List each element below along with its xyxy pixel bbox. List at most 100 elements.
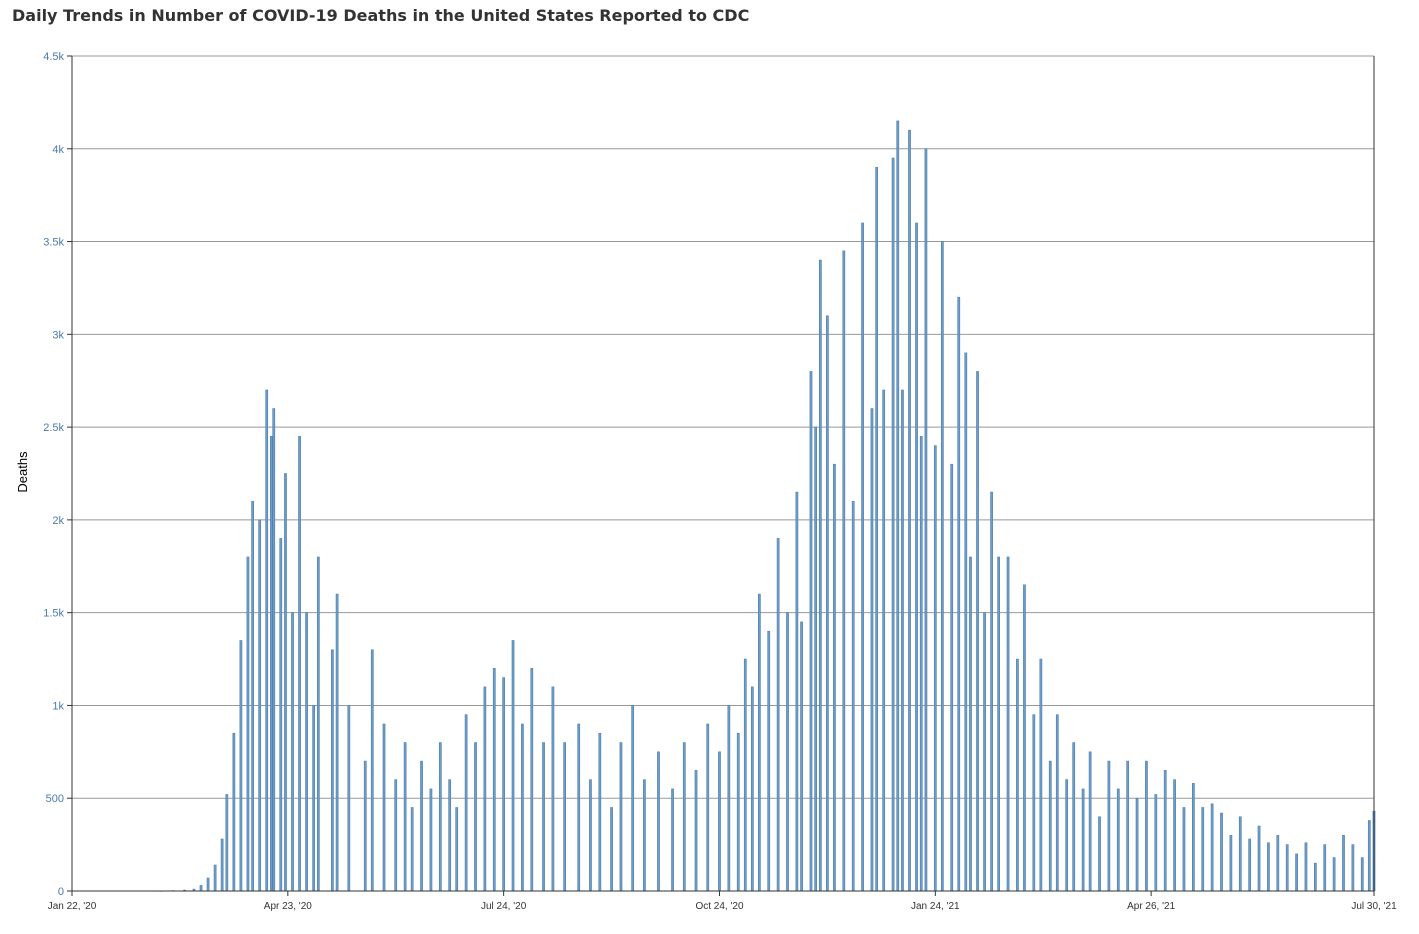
bar — [743, 658, 747, 892]
bar — [619, 742, 623, 892]
bar — [335, 593, 339, 892]
bar — [455, 807, 459, 892]
bar — [631, 705, 635, 892]
bar — [272, 408, 276, 892]
bar — [1257, 825, 1261, 892]
bar — [1048, 760, 1052, 892]
bar — [1145, 760, 1148, 892]
bar — [1006, 556, 1010, 892]
bar — [882, 389, 886, 892]
bar — [842, 250, 846, 892]
bar — [577, 723, 581, 892]
bar — [1126, 760, 1130, 892]
bar — [1135, 797, 1139, 892]
bar — [657, 751, 660, 892]
grid-lines — [72, 55, 1374, 799]
bar — [1360, 857, 1364, 892]
bar — [814, 426, 818, 892]
bar — [1065, 779, 1069, 892]
bars — [159, 120, 1376, 892]
bar — [776, 538, 780, 892]
bar — [1276, 835, 1280, 892]
x-tick-label: Jan 22, '20 — [48, 901, 97, 912]
bar — [420, 760, 423, 892]
bar — [382, 723, 386, 892]
bar — [643, 779, 646, 892]
y-axis-label: Deaths — [15, 451, 30, 493]
bar — [511, 640, 515, 892]
y-tick-label: 500 — [46, 793, 64, 805]
y-tick-label: 4.5k — [43, 51, 64, 63]
bar — [1023, 584, 1026, 892]
bar — [833, 463, 836, 892]
bar — [826, 315, 829, 892]
bar — [1116, 788, 1120, 892]
bar — [225, 794, 229, 892]
bar — [258, 519, 262, 892]
bar — [1267, 842, 1270, 892]
bar — [1154, 794, 1158, 892]
bar — [1081, 788, 1085, 892]
bar — [976, 371, 979, 892]
bar — [1332, 857, 1336, 892]
bar — [1248, 838, 1252, 892]
bar — [957, 296, 961, 892]
bar — [1032, 714, 1036, 892]
bar — [1173, 779, 1176, 892]
bar — [331, 649, 334, 892]
x-tick-label: Apr 26, '21 — [1127, 901, 1175, 912]
y-tick-label: 2k — [52, 515, 64, 527]
bar — [950, 463, 954, 892]
bar — [1201, 807, 1205, 892]
bar — [316, 556, 320, 892]
bar — [1304, 842, 1308, 892]
bar — [718, 751, 721, 892]
bar — [671, 788, 674, 892]
bar — [1351, 844, 1355, 892]
bar — [809, 371, 813, 892]
bar — [598, 732, 602, 892]
bar — [1220, 812, 1223, 892]
bar — [279, 538, 283, 892]
bar — [1229, 835, 1233, 892]
bar — [750, 686, 754, 892]
x-tick-label: Oct 24, '20 — [695, 901, 743, 912]
bar — [530, 668, 534, 892]
bar — [502, 677, 506, 892]
bar — [875, 167, 879, 892]
bar — [347, 705, 351, 892]
bar — [861, 222, 864, 892]
bar — [727, 705, 731, 892]
bar — [521, 723, 524, 892]
bar — [969, 556, 972, 892]
bar — [1039, 658, 1043, 892]
bar — [901, 389, 904, 892]
bar — [786, 612, 789, 892]
bar — [448, 779, 452, 892]
bar — [940, 241, 944, 892]
bar — [924, 148, 928, 892]
bar — [492, 668, 496, 892]
bar — [1367, 820, 1371, 892]
bar — [474, 742, 477, 892]
bar — [610, 807, 613, 892]
bar — [1192, 783, 1195, 892]
bar — [1182, 807, 1186, 892]
axes — [71, 56, 1375, 892]
bar — [305, 612, 308, 892]
bar — [694, 770, 698, 892]
bar — [1163, 770, 1167, 892]
x-tick-label: Jan 24, '21 — [911, 901, 960, 912]
bar — [919, 436, 923, 892]
bar — [767, 630, 771, 892]
bar — [483, 686, 487, 892]
bar — [818, 259, 822, 892]
bar — [394, 779, 398, 892]
bar — [1098, 816, 1101, 892]
bar — [312, 705, 315, 892]
bar — [915, 222, 918, 892]
bar — [1072, 742, 1076, 892]
bar — [213, 864, 217, 892]
bar — [199, 885, 203, 892]
